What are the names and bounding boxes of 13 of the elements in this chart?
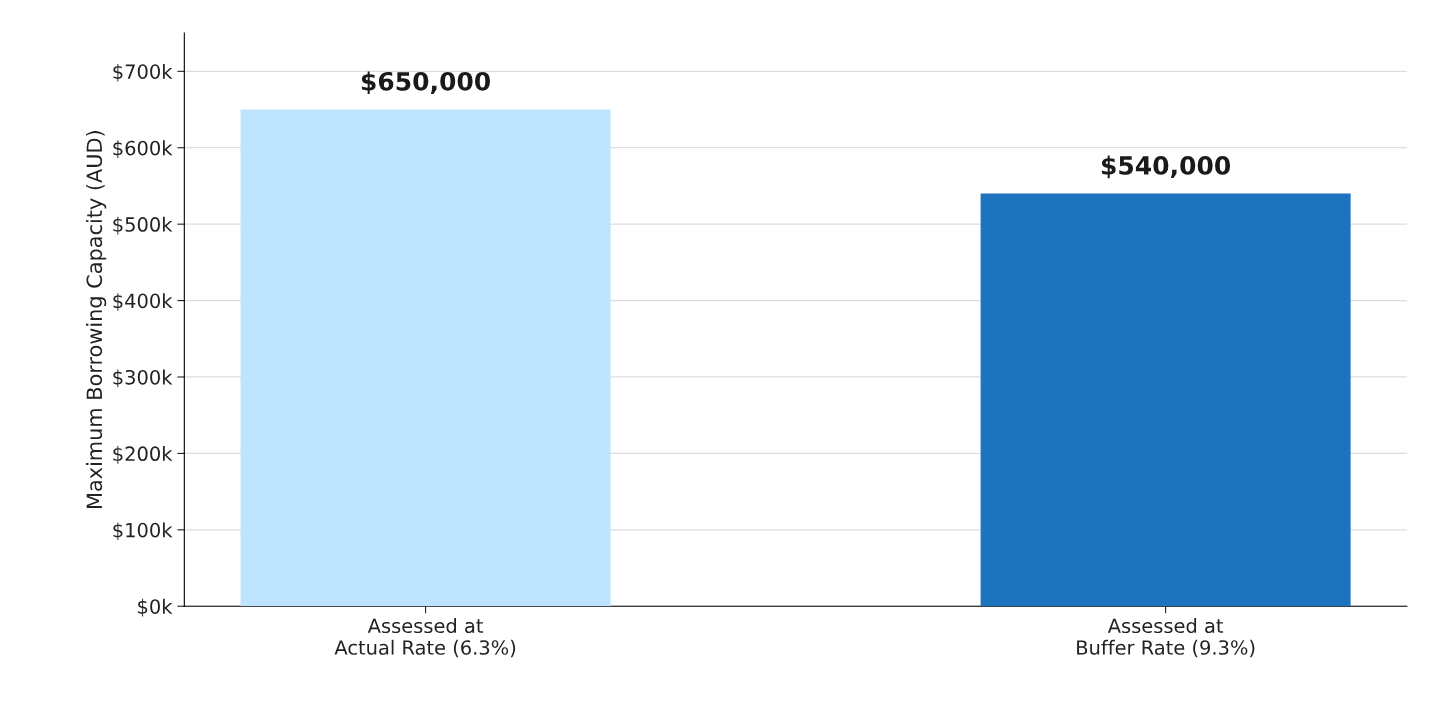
y-tick-label: $600k [113,140,173,158]
y-tick-label: $400k [113,293,173,311]
x-tick-label: Assessed at Buffer Rate (9.3%) [1077,618,1255,658]
data-label: $540,000 [1101,155,1231,179]
y-tick-label: $700k [113,63,173,82]
x-tick-label: Assessed at Actual Rate (6.3%) [334,618,516,658]
y-tick-label: $0k [138,598,173,617]
data-label: $650,000 [361,71,491,95]
y-tick-label: $200k [113,446,173,464]
y-tick-label: $100k [113,522,173,541]
y-tick-label: $300k [113,369,173,388]
y-tick-label: $500k [113,216,173,235]
y-axis-title: Maximum Borrowing Capacity (AUD) [86,131,107,508]
